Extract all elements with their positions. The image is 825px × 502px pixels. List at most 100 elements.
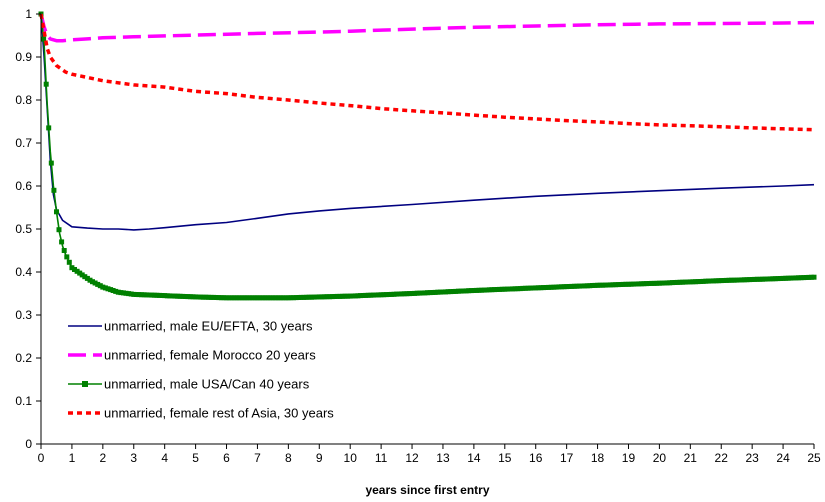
data-point [698,279,704,284]
x-tick-label: 6 [223,451,230,465]
data-point [157,292,162,298]
data-point [597,282,603,288]
data-point [154,292,160,298]
data-point [772,276,778,282]
data-point [801,275,807,281]
data-point [321,294,327,300]
data-point [556,284,562,290]
data-point [46,125,52,131]
data-point [458,288,464,294]
data-point [656,280,662,286]
data-point [427,290,433,296]
data-point [651,280,657,286]
x-tick-label: 14 [467,451,481,465]
data-point [69,265,75,271]
data-point [461,288,467,294]
data-point [260,295,266,301]
data-point [744,277,750,283]
legend-label-1: unmarried, male EU/EFTA, 30 years [104,319,313,334]
data-point [133,292,139,297]
data-point [311,294,317,300]
data-point [213,295,219,300]
x-tick-label: 24 [776,451,790,465]
data-point [291,295,296,301]
data-point [126,291,132,297]
x-tick-label: 11 [375,451,388,465]
data-point [113,288,119,294]
data-point [334,293,340,299]
data-point [548,284,554,290]
data-point [159,293,165,298]
data-point [687,279,693,285]
x-tick-label: 25 [807,451,821,465]
data-point [626,281,631,287]
data-point [690,279,696,285]
data-point [226,295,232,301]
data-point [574,283,580,289]
y-tick-label: 0 [25,437,32,451]
data-point [708,278,714,284]
x-tick-label: 8 [285,451,292,465]
data-point [61,248,67,253]
data-point [337,293,343,299]
data-point [520,285,526,291]
data-point [767,276,773,282]
data-point [383,292,389,298]
y-tick-label: 0.9 [15,50,32,64]
data-point [587,283,593,289]
data-point [680,279,686,285]
data-point [579,283,585,289]
data-point [324,294,330,300]
data-point [309,294,314,300]
x-tick-label: 19 [622,451,636,465]
data-point [365,292,371,298]
series-markers-3 [38,11,817,301]
data-point [481,287,487,293]
data-point [641,281,647,287]
data-point [752,276,758,282]
data-point [703,278,709,284]
data-point [224,295,229,301]
data-point [388,291,394,297]
data-point [711,278,716,284]
data-point [200,294,206,300]
data-point [734,277,740,283]
data-point [123,290,129,296]
x-tick-label: 18 [591,451,605,465]
data-point [41,36,47,42]
data-point [592,282,598,288]
x-tick-label: 12 [405,451,419,465]
data-point [56,227,62,233]
data-point [249,295,255,301]
data-point [455,288,461,294]
data-point [149,292,155,298]
data-point [211,294,217,300]
data-point [378,292,384,298]
data-point [278,295,284,301]
data-point [466,288,472,294]
data-point [623,281,629,287]
data-point [667,280,673,286]
data-point [128,291,134,297]
data-point [177,293,183,299]
data-point [105,286,111,292]
data-point [66,259,72,265]
data-point [471,288,477,293]
data-point [788,275,794,281]
legend-label-3: unmarried, male USA/Can 40 years [104,377,310,392]
data-point [669,280,675,286]
data-point [293,295,299,301]
y-tick-label: 0.3 [15,308,32,322]
data-point [577,283,582,289]
x-tick-label: 20 [653,451,667,465]
data-point [700,278,706,284]
data-point [659,280,665,286]
y-tick-label: 0.5 [15,222,32,236]
data-point [167,293,173,299]
data-point [607,282,613,288]
data-point [247,295,253,301]
x-tick-label: 9 [316,451,323,465]
data-point [84,275,90,281]
series-layer [38,11,817,301]
